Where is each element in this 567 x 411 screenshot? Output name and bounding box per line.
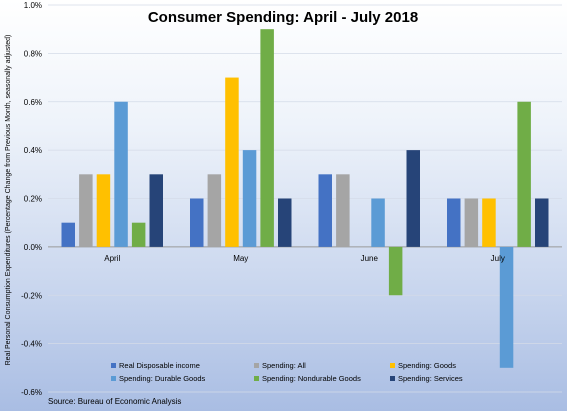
- y-axis-label: Real Personal Consumption Expenditures (…: [5, 35, 12, 366]
- source-note: Source: Bureau of Economic Analysis: [48, 397, 181, 406]
- y-tick-label: 1.0%: [24, 1, 42, 10]
- bar: [114, 101, 128, 247]
- bar: [131, 222, 146, 247]
- legend-swatch: [111, 363, 116, 368]
- y-tick-labels: 1.0% 0.8% 0.6% 0.4% 0.2% 0.0% -0.2% -0.4% -0.6%: [21, 1, 42, 397]
- legend-label: Spending: Services: [398, 374, 463, 383]
- category-label: May: [233, 254, 248, 263]
- bar: [499, 246, 514, 368]
- legend-swatch: [390, 376, 395, 381]
- y-tick-label: -0.4%: [21, 340, 42, 349]
- y-tick-label: 0.2%: [24, 195, 42, 204]
- bar: [464, 198, 479, 247]
- bar: [260, 29, 274, 247]
- bar: [388, 246, 403, 296]
- y-tick-label: 0.8%: [24, 49, 42, 58]
- category-label: April: [104, 254, 120, 263]
- bar: [447, 198, 461, 247]
- bar: [318, 174, 332, 247]
- legend-label: Spending: Goods: [398, 361, 456, 370]
- bar: [61, 222, 75, 247]
- category-label: June: [361, 254, 379, 263]
- bar: [190, 198, 204, 247]
- legend-label: Spending: All: [262, 361, 306, 370]
- legend-label: Real Disposable income: [119, 361, 200, 370]
- bar: [406, 150, 420, 247]
- bar: [79, 174, 93, 247]
- bar: [149, 174, 163, 247]
- category-label: July: [491, 254, 505, 263]
- legend-swatch: [111, 376, 116, 381]
- legend-swatch: [254, 376, 259, 381]
- legend-swatch: [254, 363, 259, 368]
- y-tick-label: -0.6%: [21, 388, 42, 397]
- y-tick-label: 0.4%: [24, 146, 42, 155]
- y-tick-label: 0.6%: [24, 98, 42, 107]
- legend-swatch: [390, 363, 395, 368]
- chart-title: Consumer Spending: April - July 2018: [148, 9, 418, 26]
- legend-label: Spending: Durable Goods: [119, 374, 206, 383]
- bar: [207, 174, 222, 247]
- bar: [535, 198, 549, 247]
- legend: Real Disposable income Spending: All Spend…: [111, 361, 463, 383]
- bar: [371, 198, 385, 247]
- legend-label: Spending: Nondurable Goods: [262, 374, 361, 383]
- y-tick-label: -0.2%: [21, 291, 42, 300]
- bar: [517, 101, 531, 247]
- bars: [61, 29, 549, 368]
- category-labels: April May June July: [104, 254, 505, 263]
- bar: [96, 174, 111, 247]
- bar: [336, 174, 350, 247]
- bar: [225, 77, 239, 247]
- bar: [278, 198, 292, 247]
- bar: [482, 198, 496, 247]
- y-tick-label: 0.0%: [24, 243, 42, 252]
- bar: [242, 150, 257, 247]
